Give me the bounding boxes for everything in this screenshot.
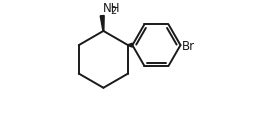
Polygon shape bbox=[100, 16, 104, 32]
Text: Br: Br bbox=[182, 39, 195, 52]
Text: 2: 2 bbox=[111, 6, 117, 16]
Text: NH: NH bbox=[103, 2, 120, 15]
Polygon shape bbox=[128, 44, 132, 48]
